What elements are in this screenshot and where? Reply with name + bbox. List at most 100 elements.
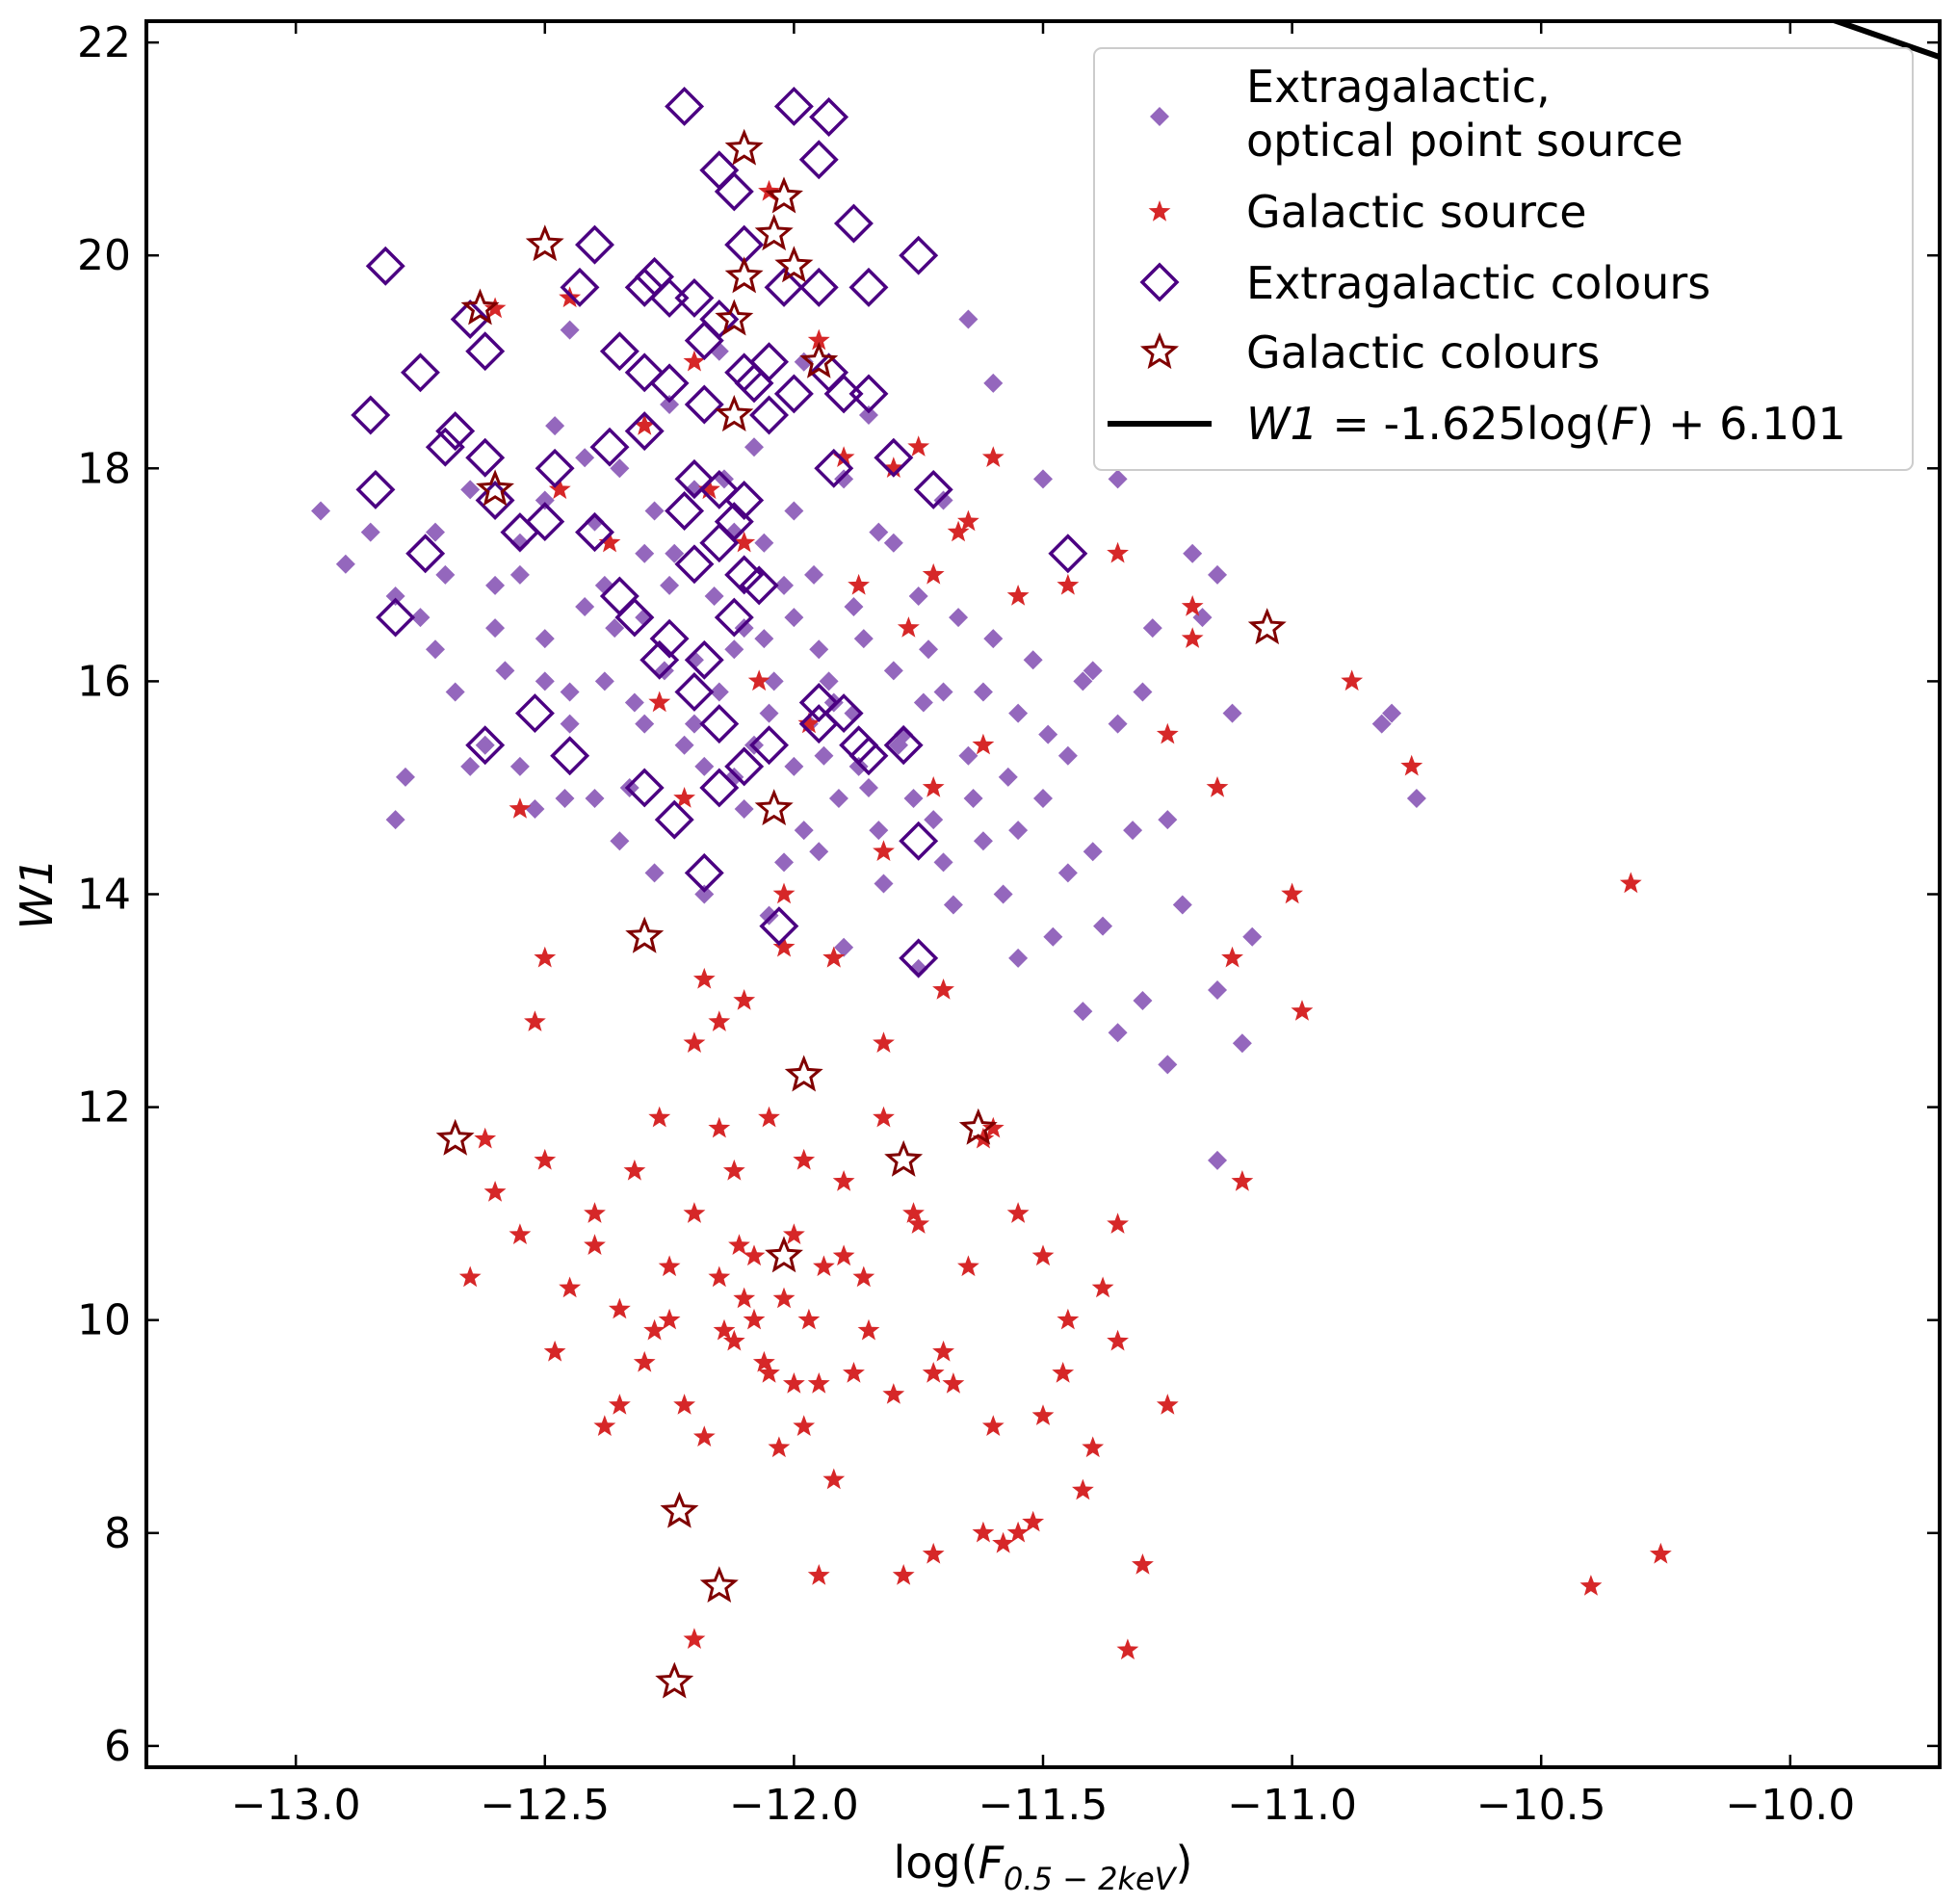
galactic_colours-point bbox=[765, 1236, 803, 1273]
extragalactic_point-point bbox=[1133, 991, 1153, 1011]
extragalactic_point-point bbox=[734, 618, 754, 639]
galactic_source-point bbox=[882, 456, 905, 478]
extragalactic_colours-point bbox=[1048, 534, 1088, 574]
galactic_source-point bbox=[957, 509, 979, 532]
galactic_source-point bbox=[733, 1287, 756, 1309]
extragalactic_colours-point bbox=[614, 597, 655, 638]
extragalactic_colours-point bbox=[465, 331, 506, 372]
legend-fit-part-2: = -1.625log( bbox=[1318, 398, 1611, 450]
extragalactic_point-point bbox=[694, 884, 715, 904]
galactic_source-point bbox=[907, 1213, 930, 1234]
y-tick-label: 22 bbox=[77, 18, 131, 67]
extragalactic_colours-point bbox=[749, 342, 790, 382]
galactic_colours-point bbox=[699, 1566, 739, 1604]
galactic_source-point bbox=[807, 328, 830, 351]
galactic_source-point bbox=[902, 1202, 925, 1223]
extragalactic_point-point bbox=[933, 682, 953, 702]
extragalactic_point-point bbox=[834, 469, 854, 489]
extragalactic_point-point bbox=[535, 629, 555, 649]
galactic_source-point bbox=[992, 1531, 1014, 1553]
extragalactic_point-point bbox=[1232, 1033, 1252, 1054]
extragalactic_point-point bbox=[475, 735, 495, 755]
galactic_source-point bbox=[972, 1521, 995, 1543]
extragalactic_point-point bbox=[385, 810, 405, 830]
galactic_source-point bbox=[1156, 722, 1179, 744]
galactic_source-point bbox=[509, 797, 532, 819]
extragalactic_point-point bbox=[585, 789, 605, 809]
galactic_source-point bbox=[683, 1202, 706, 1223]
galactic_source-point bbox=[797, 1308, 821, 1330]
galactic_source-point bbox=[852, 1265, 875, 1288]
extragalactic_colours-point bbox=[351, 395, 391, 435]
galactic_source-point bbox=[772, 882, 796, 904]
extragalactic_point-point bbox=[1158, 1055, 1178, 1075]
extragalactic_point-point bbox=[858, 405, 878, 426]
extragalactic_point-point bbox=[744, 735, 765, 755]
galactic_source-point bbox=[843, 1362, 865, 1383]
galactic_source-point bbox=[932, 978, 954, 1000]
extragalactic_point-point bbox=[919, 639, 939, 660]
extragalactic_point-point bbox=[943, 895, 963, 915]
y-tick-label: 6 bbox=[104, 1722, 131, 1771]
galactic_source-point bbox=[1400, 754, 1423, 776]
extragalactic_point-point bbox=[774, 575, 795, 595]
galactic_source-point bbox=[1031, 1244, 1055, 1266]
extragalactic_point-point bbox=[804, 564, 824, 585]
extragalactic_colours-point bbox=[684, 321, 724, 361]
extragalactic_point-point bbox=[1242, 926, 1263, 947]
galactic_source-point bbox=[758, 1106, 780, 1128]
y-axis-label: W1 bbox=[11, 858, 63, 930]
extragalactic_point-point bbox=[774, 852, 795, 873]
galactic_source-point bbox=[1579, 1575, 1603, 1596]
extragalactic_point-point bbox=[828, 789, 848, 809]
galactic_source-point bbox=[832, 1170, 855, 1191]
extragalactic_point-point bbox=[1208, 564, 1228, 585]
extragalactic_point-point bbox=[794, 821, 814, 841]
y-tick-label: 8 bbox=[104, 1509, 131, 1558]
extragalactic_point-point bbox=[1123, 821, 1143, 841]
extragalactic_colours-point bbox=[624, 267, 665, 307]
extragalactic_colours-point bbox=[355, 469, 396, 509]
x-tick-label: −13.0 bbox=[231, 1781, 361, 1830]
extragalactic_colours-point bbox=[684, 384, 724, 425]
galactic_source-point bbox=[559, 1276, 582, 1298]
galactic_source-point bbox=[1091, 1276, 1114, 1298]
galactic_source-point bbox=[483, 297, 507, 319]
legend-label-fit-line: W1 = -1.625log(F) + 6.101 bbox=[1246, 398, 1846, 450]
x-tick-label: −11.0 bbox=[1227, 1781, 1357, 1830]
extragalactic_point-point bbox=[874, 874, 894, 894]
extragalactic_point-point bbox=[709, 682, 729, 702]
extragalactic_colours-point bbox=[814, 448, 854, 488]
extragalactic_point-point bbox=[535, 671, 555, 691]
galactic_source-point bbox=[708, 1116, 731, 1138]
extragalactic_point-point bbox=[495, 661, 515, 681]
extragalactic_colours-point bbox=[699, 523, 740, 563]
extragalactic_point-point bbox=[395, 767, 415, 787]
extragalactic_point-point bbox=[784, 756, 804, 776]
extragalactic_colours-point bbox=[365, 246, 405, 286]
galactic_source-point bbox=[1116, 1638, 1139, 1660]
galactic_source-point bbox=[752, 1350, 775, 1372]
galactic_source-point bbox=[673, 787, 695, 808]
extragalactic_point-point bbox=[949, 608, 969, 628]
extragalactic_point-point bbox=[853, 629, 874, 649]
extragalactic_colours-point bbox=[674, 458, 715, 499]
galactic_source-point bbox=[743, 1244, 766, 1266]
extragalactic_colours-point bbox=[848, 267, 889, 307]
extragalactic_point-point bbox=[624, 692, 644, 713]
galactic_source-point bbox=[1281, 882, 1303, 904]
galactic_colours-point bbox=[784, 1055, 823, 1092]
galactic_source-point bbox=[981, 446, 1005, 467]
extragalactic_colours-point bbox=[773, 86, 814, 126]
galactic_colours-point bbox=[754, 789, 794, 826]
extragalactic_point-point bbox=[660, 575, 680, 595]
extragalactic_point-point bbox=[644, 501, 665, 521]
extragalactic_point-point bbox=[610, 831, 630, 851]
galactic_source-point bbox=[797, 712, 821, 734]
galactic_source-point bbox=[981, 1116, 1005, 1138]
extragalactic_point-point bbox=[1008, 948, 1029, 968]
extragalactic_colours-point bbox=[649, 363, 690, 404]
galactic_source-point bbox=[947, 520, 970, 542]
y-tick-label: 10 bbox=[77, 1296, 131, 1345]
extragalactic_point-point bbox=[311, 501, 331, 521]
